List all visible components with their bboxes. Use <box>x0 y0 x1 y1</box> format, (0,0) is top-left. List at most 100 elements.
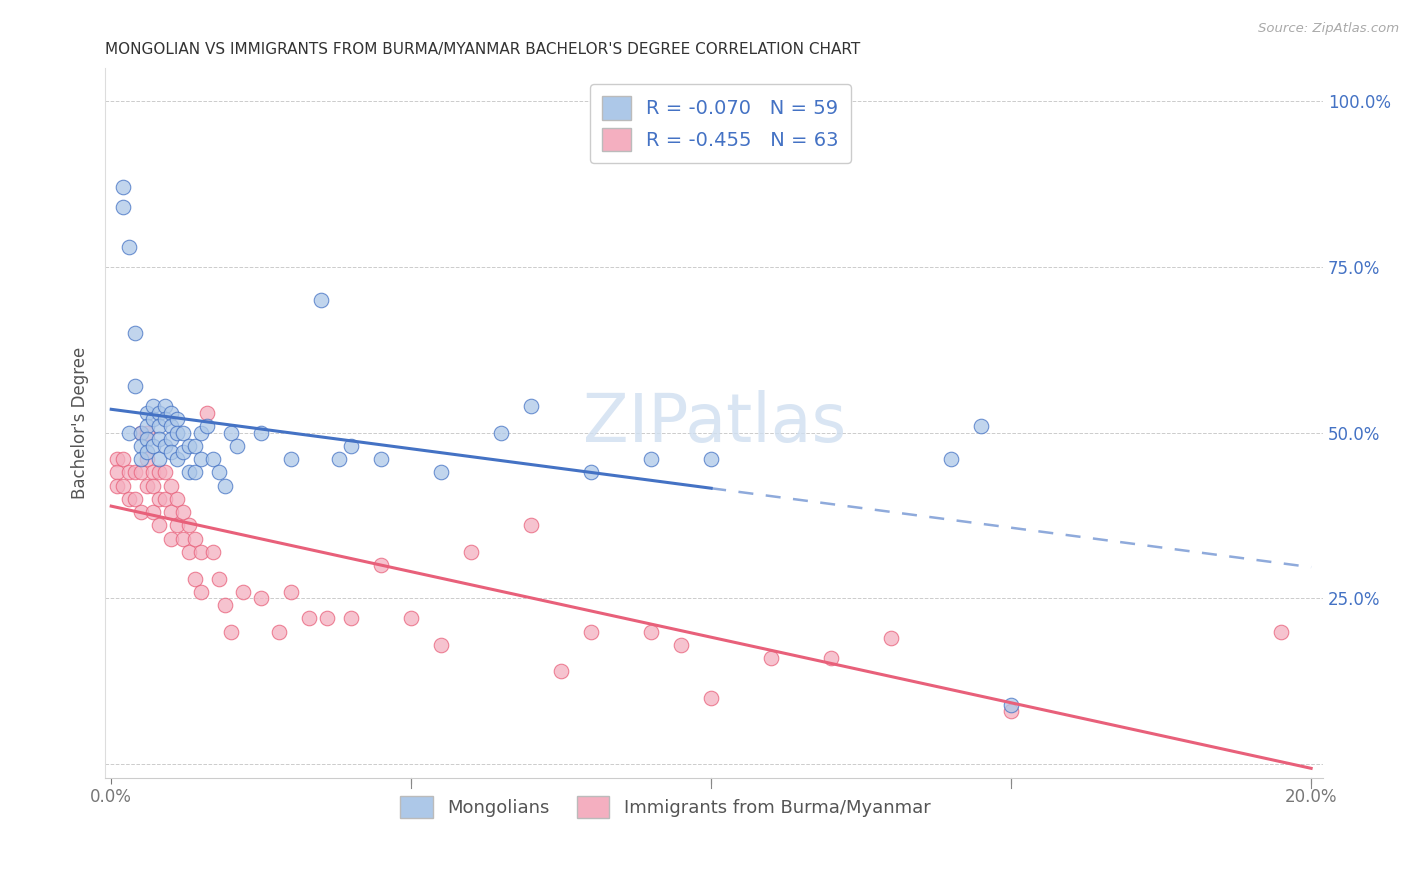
Point <box>179 439 201 453</box>
Point <box>579 466 602 480</box>
Point <box>148 432 170 446</box>
Point <box>172 445 194 459</box>
Point <box>399 611 422 625</box>
Point <box>142 466 165 480</box>
Point <box>941 452 963 467</box>
Point <box>340 439 363 453</box>
Point <box>269 624 291 639</box>
Point <box>124 379 146 393</box>
Point <box>155 439 177 453</box>
Point <box>179 518 201 533</box>
Point <box>219 624 242 639</box>
Point <box>160 406 183 420</box>
Point <box>280 452 302 467</box>
Point <box>172 425 194 440</box>
Point <box>880 632 903 646</box>
Point <box>105 452 128 467</box>
Point <box>232 584 254 599</box>
Point <box>340 611 363 625</box>
Point <box>160 418 183 433</box>
Point <box>460 545 482 559</box>
Point <box>118 491 141 506</box>
Point <box>489 425 512 440</box>
Point <box>202 545 225 559</box>
Point <box>160 505 183 519</box>
Point <box>226 439 249 453</box>
Point <box>214 598 236 612</box>
Point <box>148 452 170 467</box>
Point <box>184 532 207 546</box>
Point <box>160 532 183 546</box>
Point <box>669 638 692 652</box>
Point <box>112 180 135 194</box>
Point <box>1270 624 1292 639</box>
Legend: Mongolians, Immigrants from Burma/Myanmar: Mongolians, Immigrants from Burma/Myanma… <box>394 789 938 825</box>
Point <box>179 466 201 480</box>
Point <box>430 638 453 652</box>
Point <box>179 545 201 559</box>
Point <box>148 466 170 480</box>
Point <box>136 478 159 492</box>
Point <box>172 532 194 546</box>
Point <box>118 240 141 254</box>
Point <box>118 425 141 440</box>
Point <box>105 478 128 492</box>
Point <box>148 418 170 433</box>
Point <box>309 293 332 307</box>
Point <box>155 412 177 426</box>
Point <box>118 466 141 480</box>
Point <box>129 425 152 440</box>
Point <box>316 611 339 625</box>
Text: MONGOLIAN VS IMMIGRANTS FROM BURMA/MYANMAR BACHELOR'S DEGREE CORRELATION CHART: MONGOLIAN VS IMMIGRANTS FROM BURMA/MYANM… <box>105 42 860 57</box>
Point <box>280 584 302 599</box>
Point <box>370 558 392 573</box>
Point <box>184 466 207 480</box>
Point <box>155 491 177 506</box>
Point <box>184 439 207 453</box>
Text: Source: ZipAtlas.com: Source: ZipAtlas.com <box>1258 22 1399 36</box>
Point <box>148 406 170 420</box>
Point <box>166 491 188 506</box>
Point <box>195 406 218 420</box>
Point <box>136 432 159 446</box>
Point <box>202 452 225 467</box>
Point <box>136 452 159 467</box>
Point <box>105 466 128 480</box>
Point <box>160 445 183 459</box>
Point <box>129 452 152 467</box>
Point <box>129 439 152 453</box>
Point <box>136 445 159 459</box>
Text: ZIPatlas: ZIPatlas <box>582 390 846 456</box>
Point <box>136 425 159 440</box>
Point <box>166 452 188 467</box>
Point <box>190 425 212 440</box>
Point <box>129 466 152 480</box>
Point <box>124 326 146 340</box>
Point <box>520 518 543 533</box>
Point <box>142 412 165 426</box>
Point <box>172 505 194 519</box>
Point <box>1000 704 1022 718</box>
Point <box>112 200 135 214</box>
Point <box>142 478 165 492</box>
Point <box>148 491 170 506</box>
Point <box>124 491 146 506</box>
Point <box>640 452 662 467</box>
Point <box>160 478 183 492</box>
Point <box>208 572 231 586</box>
Point <box>430 466 453 480</box>
Point <box>328 452 350 467</box>
Point <box>195 418 218 433</box>
Point <box>136 418 159 433</box>
Point <box>820 651 842 665</box>
Point <box>700 452 723 467</box>
Point <box>208 466 231 480</box>
Point <box>166 518 188 533</box>
Point <box>148 518 170 533</box>
Point <box>190 452 212 467</box>
Point <box>155 399 177 413</box>
Point <box>370 452 392 467</box>
Point <box>136 406 159 420</box>
Point <box>142 439 165 453</box>
Point <box>124 466 146 480</box>
